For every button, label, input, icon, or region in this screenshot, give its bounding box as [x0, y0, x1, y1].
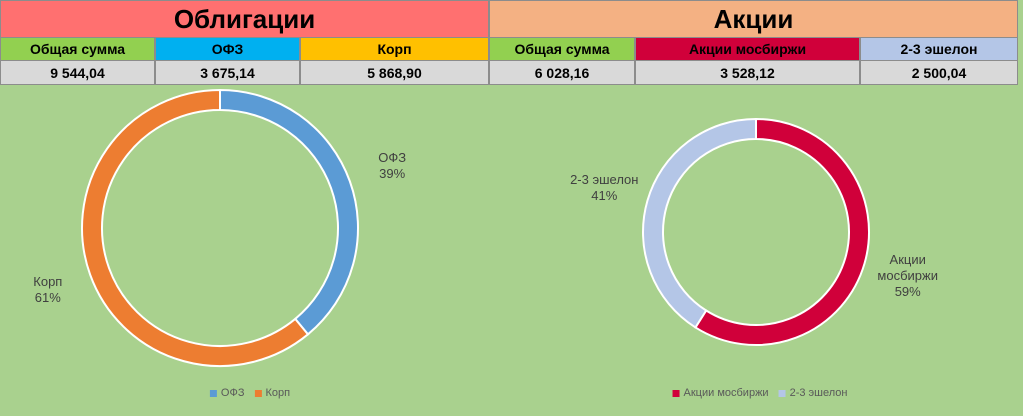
data-label: Корп 61% [4, 274, 92, 306]
donut-segment [642, 117, 757, 329]
data-label: ОФЗ 39% [348, 150, 436, 182]
legend: ОФЗ Корп [209, 387, 290, 399]
legend-swatch [778, 389, 786, 397]
column-header: Корп [300, 37, 489, 61]
column-header: Общая сумма [489, 37, 635, 61]
data-label: Акции мосбиржи 59% [864, 252, 952, 300]
cell-value: 2 500,04 [860, 60, 1018, 85]
cell-value: 3 528,12 [635, 60, 860, 85]
data-label-value: 41% [591, 187, 618, 203]
data-label-category: 2-3 эшелон [570, 171, 639, 187]
cell-value: 6 028,16 [489, 60, 635, 85]
data-label-category: Акции мосбиржи [877, 252, 938, 284]
column-header: Общая сумма [0, 37, 155, 61]
data-label-category: Корп [33, 273, 63, 289]
section-title: Акции [489, 0, 1018, 38]
data-label: 2-3 эшелон 41% [560, 172, 648, 204]
donut-segment [694, 117, 870, 346]
data-label-value: 39% [379, 166, 406, 181]
donut-segment [81, 88, 310, 367]
legend: Акции мосбиржи 2-3 эшелон [672, 387, 848, 399]
data-label-category: ОФЗ [378, 150, 407, 165]
data-label-value: 59% [894, 284, 921, 300]
data-label-value: 61% [34, 289, 61, 305]
cell-value: 3 675,14 [155, 60, 300, 85]
section-title: Облигации [0, 0, 489, 38]
legend-item: 2-3 эшелон [778, 387, 848, 399]
legend-item: Акции мосбиржи [672, 387, 769, 399]
legend-swatch [209, 389, 217, 397]
legend-item: Корп [254, 387, 290, 399]
legend-label: 2-3 эшелон [789, 387, 848, 399]
cell-value: 5 868,90 [300, 60, 489, 85]
legend-swatch [254, 389, 262, 397]
legend-item: ОФЗ [209, 387, 245, 399]
legend-swatch [672, 389, 680, 397]
donut-segment [219, 88, 359, 336]
legend-label: ОФЗ [220, 387, 245, 399]
column-header: ОФЗ [155, 37, 300, 61]
column-header: Акции мосбиржи [635, 37, 860, 61]
cell-value: 9 544,04 [0, 60, 155, 85]
legend-label: Корп [265, 387, 291, 399]
legend-label: Акции мосбиржи [683, 387, 769, 399]
column-header: 2-3 эшелон [860, 37, 1018, 61]
